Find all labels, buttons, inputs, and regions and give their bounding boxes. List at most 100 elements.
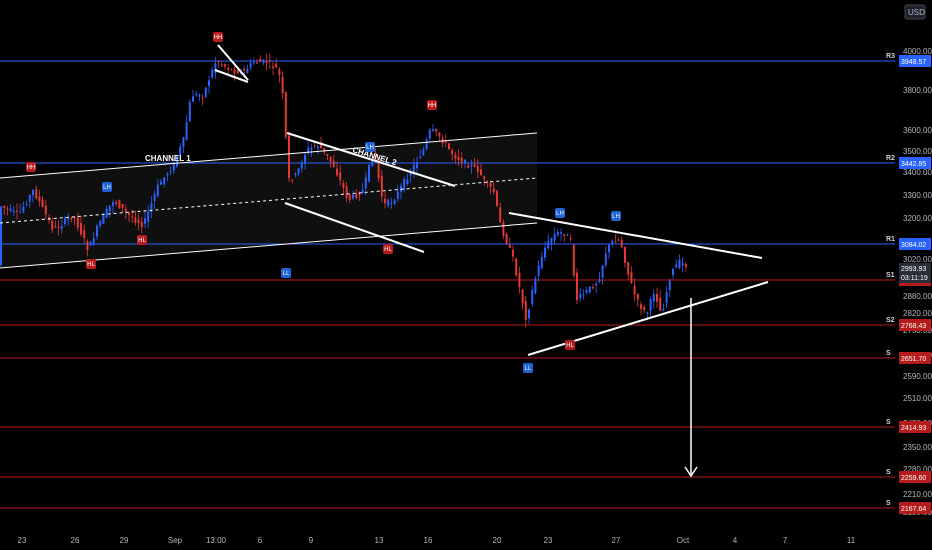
swing-badge: [281, 268, 291, 278]
swing-label: LL: [525, 366, 532, 372]
swing-badge: [565, 340, 575, 350]
swing-badge: [102, 182, 112, 192]
level-price: 2167.64: [901, 506, 926, 513]
level-price-box: [899, 471, 931, 483]
price-tick: 2280.00: [903, 465, 932, 474]
candle-body: [502, 222, 505, 236]
candle-body: [9, 208, 12, 211]
candle-body: [505, 234, 508, 244]
candle-body: [368, 164, 370, 182]
candle-body: [672, 269, 674, 276]
candle-body: [320, 142, 322, 149]
candle-body: [310, 147, 313, 150]
candle-body: [131, 216, 134, 218]
candle-body: [278, 69, 281, 76]
level-lines: R3 R2 R1 S1 S2 S S S S: [0, 53, 895, 509]
price-tick: 2350.00: [903, 443, 932, 452]
candle-body: [233, 69, 236, 74]
time-tick: 13: [375, 536, 384, 545]
candle-body: [195, 93, 198, 96]
current-price: 2993.93: [901, 266, 926, 273]
level-price-box: [899, 319, 931, 331]
candle-body: [105, 208, 108, 218]
candle-body: [563, 234, 566, 236]
candle-body: [227, 68, 230, 70]
candle-body: [662, 308, 665, 311]
candle-body: [515, 258, 518, 276]
candle-body: [92, 238, 95, 245]
candle-body: [499, 207, 502, 223]
candle-body: [262, 59, 265, 63]
candle-body: [460, 157, 463, 163]
candle-body: [585, 290, 588, 293]
swing-badge: [26, 162, 36, 172]
candle-body: [569, 238, 572, 240]
level-price: 3084.02: [901, 242, 926, 249]
price-tick: 3600.00: [903, 126, 932, 135]
level-name: R3: [886, 53, 895, 60]
time-tick: 13:00: [206, 536, 227, 545]
currency-badge-box: [904, 4, 926, 20]
level-price: 2651.70: [901, 356, 926, 363]
candle-body: [553, 234, 556, 241]
price-tick: 3500.00: [903, 147, 932, 156]
swing-label: HL: [138, 238, 146, 244]
channel-1-upper-line: [0, 132, 538, 179]
candle-body: [246, 68, 249, 74]
swing-badge: [427, 100, 437, 110]
currency-badge[interactable]: USD: [904, 4, 926, 20]
candle-body: [636, 294, 639, 300]
candle-body: [364, 177, 367, 189]
candle-body: [470, 165, 473, 167]
time-tick: 4: [733, 536, 738, 545]
time-tick: 20: [493, 536, 502, 545]
candle-body: [540, 257, 543, 269]
swing-badge: [137, 235, 147, 245]
candle-body: [617, 239, 620, 241]
candle-body: [134, 217, 137, 223]
candle-body: [393, 200, 396, 204]
time-tick: 7: [783, 536, 788, 545]
candle-body: [211, 69, 214, 78]
candle-body: [508, 244, 511, 248]
price-tick: 3400.00: [903, 168, 932, 177]
candle-body: [432, 129, 434, 131]
level-price-box: [899, 55, 931, 67]
level-price-box: [899, 421, 931, 433]
candle-body: [153, 194, 156, 201]
swing-label: HL: [566, 343, 574, 349]
candle-body: [76, 217, 79, 228]
candle-body: [294, 173, 297, 176]
candle-body: [582, 294, 585, 296]
time-tick: 29: [120, 536, 129, 545]
candle-body: [144, 218, 146, 224]
candle-body: [588, 286, 591, 293]
candle-body: [624, 247, 626, 263]
candle-body: [579, 294, 582, 299]
triangle-upper-line: [508, 212, 763, 259]
level-price: 2768.43: [901, 323, 926, 330]
candle-body: [19, 211, 22, 213]
candle-body: [416, 162, 418, 168]
candle-body: [480, 169, 482, 176]
candle-body: [374, 153, 377, 162]
candle-body: [377, 159, 380, 179]
swing-label: LH: [612, 214, 620, 220]
candle-body: [35, 189, 38, 198]
time-axis: 23 26 29 Sep 13:00 6 9 13 16 20 23 27 Oct 4 7 11: [18, 536, 856, 545]
candle-body: [556, 232, 559, 236]
level-price: 2259.60: [901, 475, 926, 482]
candle-body: [652, 293, 655, 302]
candle-body: [6, 208, 9, 210]
price-tick: 3300.00: [903, 191, 932, 200]
candle-body: [25, 204, 28, 206]
countdown: 03:11:19: [901, 275, 928, 282]
candle-body: [531, 290, 534, 305]
candle-body: [272, 66, 274, 68]
level-name: R2: [886, 155, 895, 162]
candle-body: [108, 205, 111, 212]
candle-body: [681, 263, 684, 266]
candle-body: [243, 68, 246, 71]
current-price-label: 2993.93 03:11:19: [899, 263, 931, 283]
